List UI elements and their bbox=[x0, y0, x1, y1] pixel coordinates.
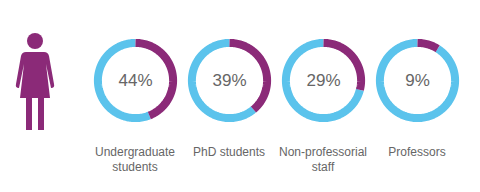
svg-text:9%: 9% bbox=[405, 71, 430, 90]
svg-text:39%: 39% bbox=[212, 71, 246, 90]
html-text:Undergraduate students: Undergraduate students bbox=[95, 145, 175, 174]
html-text:Professors: Professors bbox=[388, 145, 446, 159]
svg-text:29%: 29% bbox=[306, 71, 340, 90]
html-text:PhD students: PhD students bbox=[193, 145, 265, 159]
svg-text:44%: 44% bbox=[118, 71, 152, 90]
html-text:Non-professorial staff: Non-professorial staff bbox=[279, 145, 367, 174]
